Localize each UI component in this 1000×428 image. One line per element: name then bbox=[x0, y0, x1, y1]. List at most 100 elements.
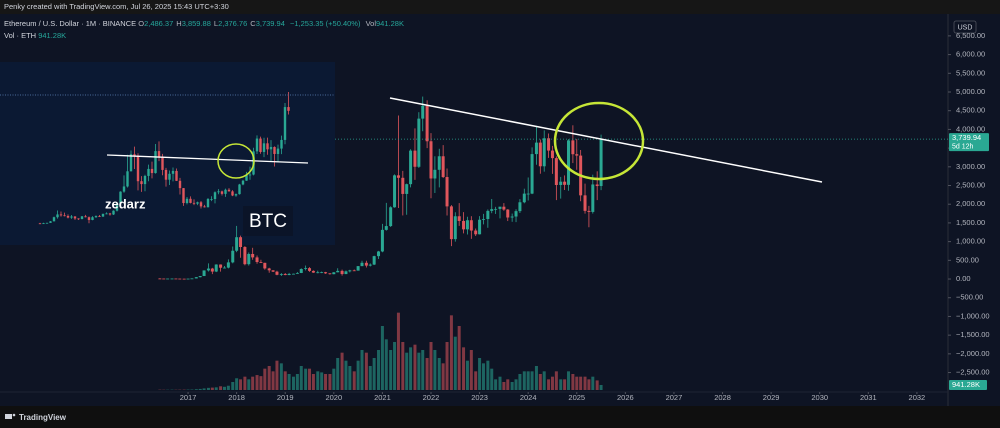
y-tick-label: 6,500.00 bbox=[956, 31, 985, 40]
candle-body bbox=[405, 184, 409, 194]
volume-bar bbox=[530, 371, 534, 390]
candle-body bbox=[108, 213, 112, 215]
candle-body bbox=[190, 278, 194, 280]
volume-bar bbox=[599, 384, 603, 390]
candle-body bbox=[198, 276, 202, 278]
price-label-box bbox=[949, 133, 989, 152]
y-tick-label: 5,500.00 bbox=[956, 68, 985, 77]
volume-bar bbox=[478, 358, 482, 390]
candle-body bbox=[462, 220, 466, 230]
volume-bar bbox=[401, 342, 405, 390]
candle-body bbox=[196, 202, 199, 204]
y-tick-label: 5,000.00 bbox=[956, 87, 985, 96]
candle-body bbox=[344, 271, 348, 275]
volume-bar bbox=[328, 374, 332, 390]
candle-body bbox=[49, 221, 52, 223]
candle-body bbox=[166, 278, 170, 280]
vol-key: Vol bbox=[365, 19, 376, 28]
candle-body bbox=[222, 267, 226, 269]
legend-value: 3,859.88 bbox=[181, 19, 211, 28]
volume-bar bbox=[202, 388, 206, 390]
candle-body bbox=[178, 278, 182, 280]
volume-bar bbox=[271, 371, 275, 390]
volume-bar bbox=[259, 376, 263, 390]
volume-bar bbox=[243, 376, 247, 390]
highlight-circle bbox=[553, 101, 645, 181]
candle-body bbox=[287, 107, 290, 111]
volume-bar bbox=[526, 371, 530, 390]
candle-body bbox=[56, 214, 59, 218]
x-tick-label: 2031 bbox=[860, 393, 877, 402]
volume-bar bbox=[308, 368, 312, 390]
volume-bar bbox=[413, 344, 417, 390]
candle-body bbox=[449, 206, 453, 240]
candle-body bbox=[133, 154, 136, 156]
volume-bar bbox=[587, 379, 591, 390]
candle-body bbox=[283, 274, 287, 276]
candle-body bbox=[599, 139, 603, 187]
volume-bar bbox=[247, 379, 251, 390]
candle-body bbox=[304, 268, 308, 270]
candle-body bbox=[63, 215, 66, 217]
volume-bar bbox=[299, 366, 303, 390]
candle-body bbox=[91, 217, 94, 220]
volume-bar bbox=[490, 368, 494, 390]
volume-bar bbox=[583, 376, 587, 390]
volume-bar bbox=[494, 379, 498, 390]
volume-label-box bbox=[949, 379, 987, 390]
legend-value: 2,486.37 bbox=[144, 19, 174, 28]
candle-body bbox=[457, 216, 461, 221]
candle-body bbox=[567, 140, 571, 185]
candle-body bbox=[595, 184, 599, 187]
volume-bar bbox=[547, 379, 551, 390]
symbol[interactable]: Ethereum / U.S. Dollar · 1M · BINANCE bbox=[4, 19, 137, 28]
price-label: 3,739.94 bbox=[952, 133, 981, 142]
volume-bar bbox=[279, 363, 283, 390]
x-tick-label: 2032 bbox=[909, 393, 926, 402]
candle-body bbox=[129, 154, 133, 172]
x-tick-label: 2025 bbox=[568, 393, 585, 402]
y-tick-label: 6,000.00 bbox=[956, 50, 985, 59]
currency-box[interactable] bbox=[953, 20, 977, 34]
volume-bar bbox=[377, 350, 381, 390]
volume-bar bbox=[559, 379, 563, 390]
candle-body bbox=[94, 216, 98, 218]
x-tick-label: 2029 bbox=[763, 393, 780, 402]
logo-mark bbox=[12, 413, 16, 417]
volume-bar bbox=[486, 360, 490, 390]
inset-circle bbox=[217, 143, 255, 179]
volume-bar bbox=[380, 326, 384, 390]
candle-body bbox=[126, 171, 129, 187]
currency[interactable]: USD bbox=[958, 24, 973, 31]
candle-body bbox=[295, 272, 299, 274]
volume-key[interactable]: Vol · ETH bbox=[4, 31, 37, 40]
candle-body bbox=[340, 270, 344, 275]
candle-body bbox=[122, 186, 126, 192]
candle-body bbox=[239, 237, 243, 248]
candle-body bbox=[192, 202, 196, 204]
y-tick-label: −2,000.00 bbox=[956, 349, 990, 358]
x-tick-label: 2022 bbox=[423, 393, 440, 402]
candle-body bbox=[273, 146, 276, 154]
candle-body bbox=[162, 278, 166, 280]
candle-body bbox=[119, 191, 122, 204]
candle-body bbox=[182, 278, 186, 280]
volume-bar bbox=[437, 358, 441, 390]
candle-body bbox=[364, 262, 368, 266]
volume-bar bbox=[595, 380, 599, 390]
y-tick-label: 4,000.00 bbox=[956, 124, 985, 133]
candle-body bbox=[171, 170, 175, 174]
candle-body bbox=[262, 143, 266, 152]
y-tick-label: −2,500.00 bbox=[956, 368, 990, 377]
candle-body bbox=[311, 270, 315, 273]
volume-bar bbox=[433, 350, 437, 390]
candle-body bbox=[194, 277, 198, 279]
candle-body bbox=[231, 250, 235, 263]
candle-body bbox=[380, 229, 384, 252]
candle-body bbox=[170, 278, 174, 280]
candle-body bbox=[263, 262, 267, 269]
legend-key: L bbox=[213, 19, 219, 28]
candle-body bbox=[506, 209, 510, 218]
candle-body bbox=[269, 146, 273, 150]
